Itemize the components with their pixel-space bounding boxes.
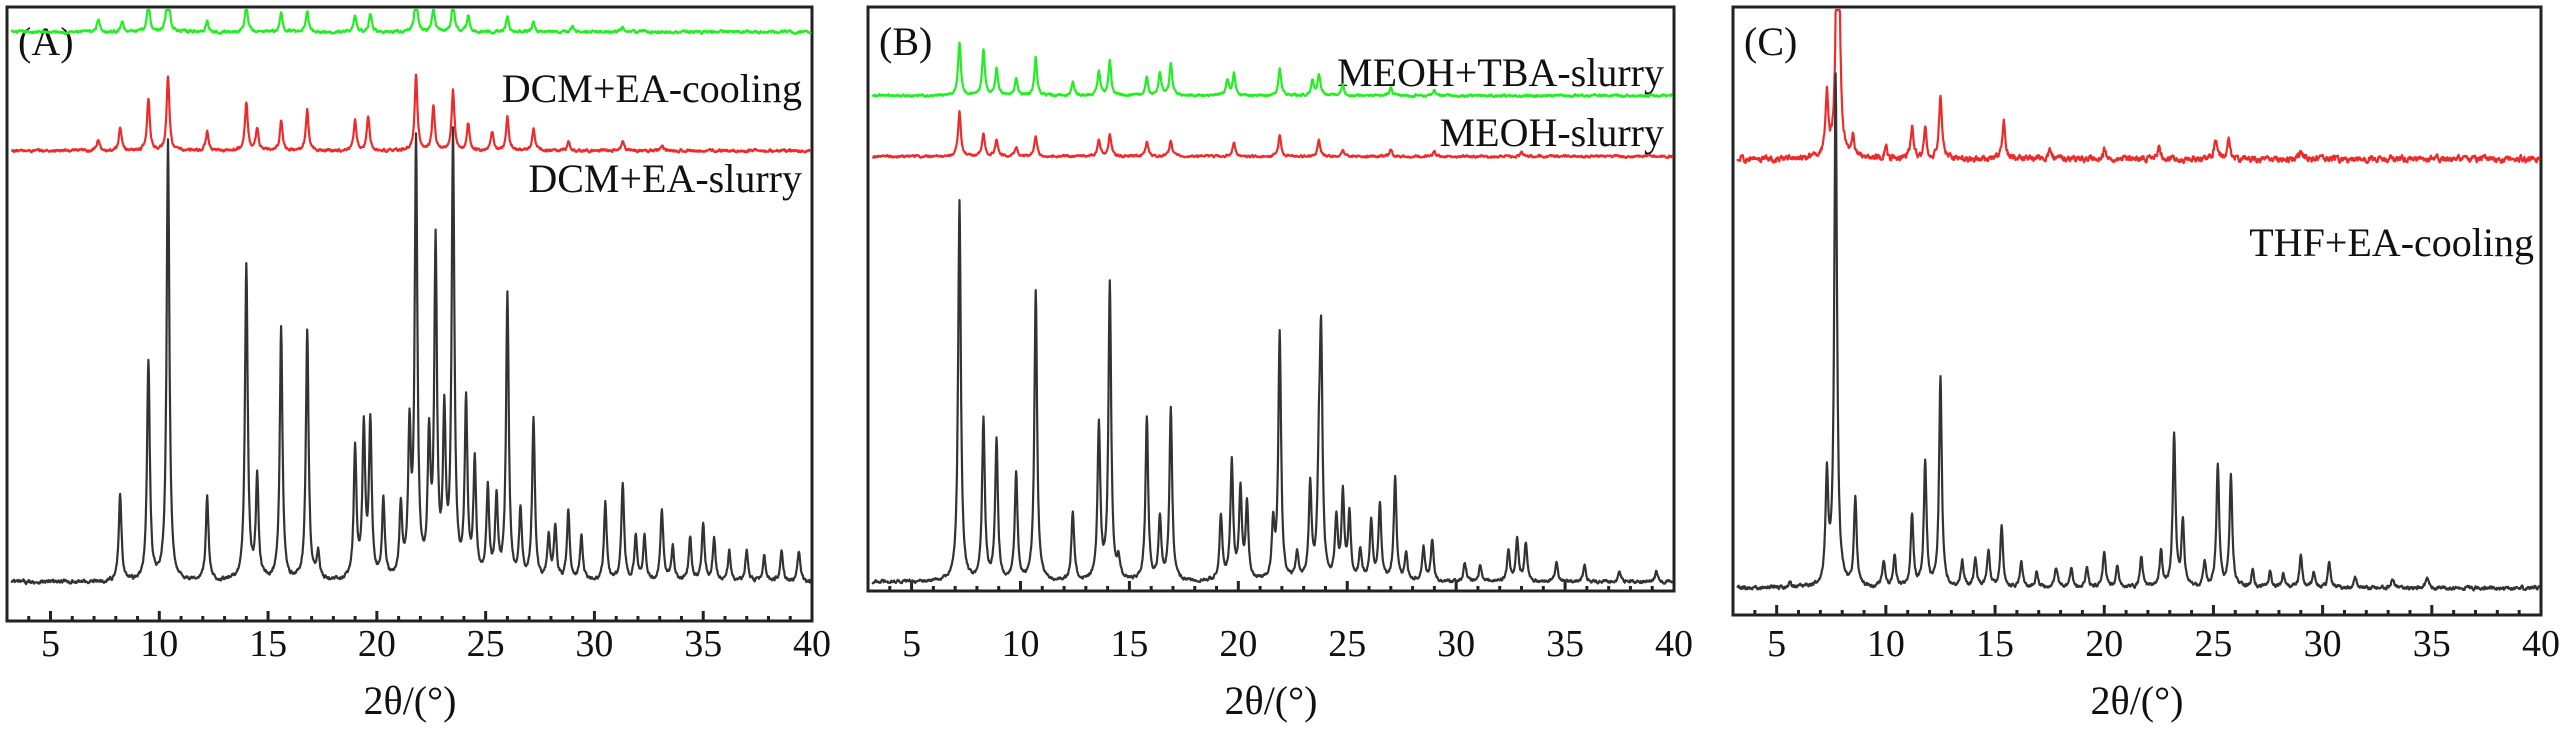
x-tick-label-35: 35 <box>2413 623 2451 665</box>
x-tick-label-5: 5 <box>1767 623 1786 665</box>
panel-a-ticks: 5 10 15 20 25 30 35 40 <box>5 611 831 665</box>
x-tick-label-30: 30 <box>2304 623 2342 665</box>
panel-b: (B) MEOH+TBA-slurry MEOH-slurry 5 10 15 20 2… <box>866 5 1693 723</box>
panel-b-label: (B) <box>879 19 932 64</box>
legend-label-thf-ea-cooling: THF+EA-cooling <box>2249 220 2534 265</box>
series-line-reference <box>10 126 812 586</box>
legend-label-meoh-tba-slurry: MEOH+TBA-slurry <box>1337 50 1664 95</box>
panel-a-label: (A) <box>18 19 74 64</box>
x-tick-label-5: 5 <box>41 623 60 665</box>
x-tick-label-15: 15 <box>249 623 287 665</box>
x-tick-label-20: 20 <box>2085 623 2123 665</box>
x-tick-label-5: 5 <box>902 623 921 665</box>
panel-a-frame <box>5 5 814 623</box>
x-tick-label-30: 30 <box>575 623 613 665</box>
x-tick-label-30: 30 <box>1437 623 1475 665</box>
x-tick-label-20: 20 <box>358 623 396 665</box>
panel-c-ticks: 5 10 15 20 25 30 35 40 <box>1731 605 2560 665</box>
x-tick-label-25: 25 <box>1328 623 1366 665</box>
series-line-dcm-ea-slurry <box>10 73 812 154</box>
series-line-thf-ea-cooling <box>1736 8 2541 165</box>
panel-c-traces <box>1736 8 2541 592</box>
panel-c-frame <box>1731 5 2543 617</box>
series-line-meoh-tba-slurry <box>871 41 1674 99</box>
panel-b-frame <box>866 5 1676 593</box>
x-tick-label-20: 20 <box>1219 623 1257 665</box>
x-tick-label-10: 10 <box>1867 623 1905 665</box>
x-tick-label-25: 25 <box>2194 623 2232 665</box>
series-line-reference <box>871 199 1674 585</box>
panel-b-traces <box>871 41 1674 585</box>
x-tick-label-10: 10 <box>140 623 178 665</box>
series-line-reference <box>1736 72 2541 592</box>
panel-c-label: (C) <box>1744 19 1797 64</box>
x-tick-label-40: 40 <box>2522 623 2560 665</box>
panel-c: (C) THF+EA-cooling 5 10 15 20 25 30 35 40 2θ/(°… <box>1731 5 2560 723</box>
panel-c-xlabel: 2θ/(°) <box>2091 678 2184 723</box>
legend-label-meoh-slurry: MEOH-slurry <box>1440 110 1664 155</box>
x-tick-label-15: 15 <box>1110 623 1148 665</box>
panel-a-traces <box>10 8 812 586</box>
x-tick-label-25: 25 <box>467 623 505 665</box>
x-tick-label-35: 35 <box>684 623 722 665</box>
panel-b-xlabel: 2θ/(°) <box>1225 678 1318 723</box>
x-tick-label-35: 35 <box>1546 623 1584 665</box>
x-tick-label-10: 10 <box>1001 623 1039 665</box>
x-tick-label-40: 40 <box>1655 623 1693 665</box>
x-tick-label-40: 40 <box>793 623 831 665</box>
panel-b-ticks: 5 10 15 20 25 30 35 40 <box>866 581 1693 665</box>
series-line-dcm-ea-cooling <box>10 8 812 36</box>
legend-label-dcm-ea-cooling: DCM+EA-cooling <box>502 66 802 111</box>
panel-a-xlabel: 2θ/(°) <box>364 678 457 723</box>
series-line-meoh-slurry <box>871 109 1674 160</box>
panel-a: (A) DCM+EA-cooling DCM+EA-slurry 5 10 15 20… <box>5 5 831 723</box>
x-tick-label-15: 15 <box>1976 623 2014 665</box>
legend-label-dcm-ea-slurry: DCM+EA-slurry <box>528 156 802 201</box>
